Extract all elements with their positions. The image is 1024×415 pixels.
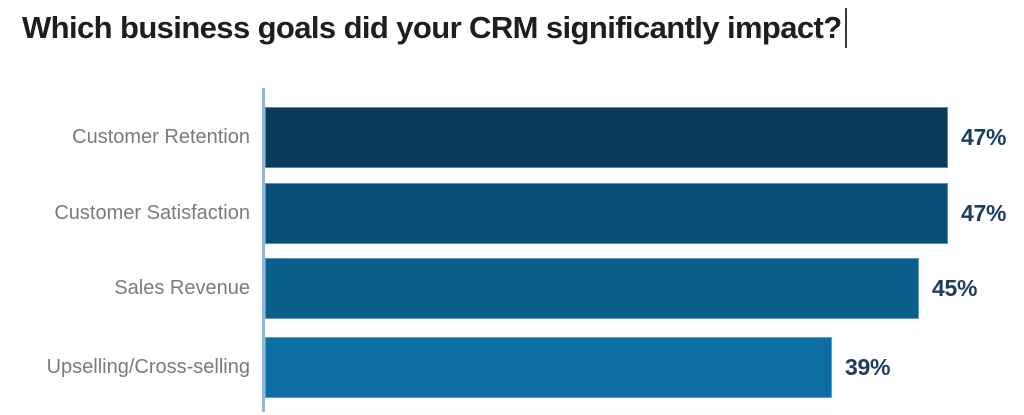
value-label: 45%: [932, 275, 978, 301]
value-label: 47%: [961, 200, 1007, 226]
category-label: Upselling/Cross-selling: [46, 356, 250, 378]
bar-sales-revenue: [265, 258, 919, 319]
category-label: Sales Revenue: [114, 277, 250, 299]
bar-row-sales-revenue: Sales Revenue 45%: [0, 258, 977, 319]
plot-area: Customer Retention 47% Customer Satisfac…: [0, 88, 1024, 415]
value-label: 39%: [845, 354, 891, 380]
chart-title-block: Which business goals did your CRM signif…: [22, 8, 847, 48]
y-axis-line: [262, 88, 265, 412]
value-label: 47%: [961, 124, 1007, 150]
category-label: Customer Satisfaction: [54, 202, 250, 224]
bar-row-customer-retention: Customer Retention 47%: [0, 107, 1006, 168]
text-cursor-caret: [844, 8, 847, 48]
chart-title[interactable]: Which business goals did your CRM signif…: [22, 10, 842, 45]
bar-row-customer-satisfaction: Customer Satisfaction 47%: [0, 183, 1006, 244]
bar-customer-satisfaction: [265, 183, 948, 244]
bar-row-upselling-cross-selling: Upselling/Cross-selling 39%: [0, 337, 890, 398]
category-label: Customer Retention: [72, 126, 250, 148]
bar-customer-retention: [265, 107, 948, 168]
bar-upselling-cross-selling: [265, 337, 832, 398]
